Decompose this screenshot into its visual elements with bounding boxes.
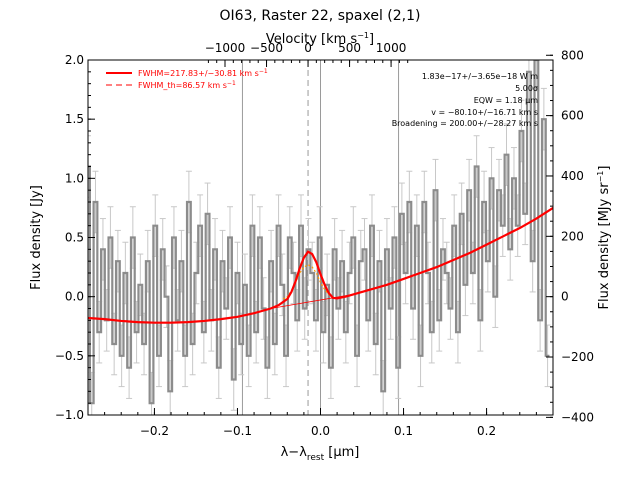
right-tick-label: 600 (561, 109, 584, 123)
x-tick-label: 0.2 (477, 424, 496, 438)
y-tick-label: −1.0 (55, 408, 84, 422)
top-axis-label-sup: −1 (357, 31, 369, 40)
x-axis-label-unit: [μm] (324, 445, 359, 460)
series-fit (88, 206, 553, 324)
top-axis-label-post: ] (369, 32, 374, 47)
y-axis-label-right: Flux density [MJy sr−1] (596, 166, 612, 310)
annotation-eqw-value: = 1.18 μm (493, 96, 538, 105)
x-tick-label: −0.1 (223, 424, 252, 438)
y-axis-label-left: Flux density [Jy] (29, 185, 44, 290)
annotation-velocity: v = −80.10+/−16.71 km s (431, 108, 538, 117)
right-tick-label: 0 (561, 290, 569, 304)
legend-label-0: FWHM=217.83+/−30.81 km s−1 (138, 68, 268, 78)
y-tick-label: 2.0 (65, 53, 84, 67)
x-axis-label: λ−λrest [μm] (281, 445, 360, 463)
x-axis-label-sub: rest (307, 453, 325, 463)
y-axis-label-right-pre: Flux density [MJy sr (597, 182, 612, 310)
y-tick-label: 1.5 (65, 112, 84, 126)
legend-text-0: FWHM=217.83+/−30.81 km s (138, 69, 259, 78)
labels: −0.2 −0.1 0.0 0.1 0.2 −1.0 −0.5 0.0 0.5 1.0 1.5 2.0… (29, 8, 612, 463)
top-tick-label: 500 (338, 41, 361, 55)
top-tick-label: −500 (250, 41, 283, 55)
x-tick-label: −0.2 (140, 424, 169, 438)
clipped-series (88, 60, 553, 415)
y-tick-label: −0.5 (55, 349, 84, 363)
top-tick-label: 0 (304, 41, 312, 55)
right-tick-label: 800 (561, 48, 584, 62)
legend-sup-1: −1 (227, 80, 236, 87)
top-tick-label: −1000 (205, 41, 246, 55)
y-tick-label: 0.0 (65, 290, 84, 304)
annotation-broadening: Broadening = 200.00+/−28.27 km s (392, 119, 538, 128)
y-tick-label: 1.0 (65, 171, 84, 185)
x-axis-label-main: λ−λ (281, 445, 308, 460)
y-axis-label-right-post: ] (597, 166, 612, 171)
data-histogram (88, 60, 550, 405)
axes (87, 54, 554, 418)
plot-area (88, 60, 553, 415)
x-tick-label: 0.0 (311, 424, 330, 438)
right-tick-label: 200 (561, 229, 584, 243)
x-tick-label: 0.1 (394, 424, 413, 438)
annotation-eqw: EQW = 1.18 μm (474, 96, 539, 105)
annotation-sigma: 5.00σ (515, 84, 538, 93)
right-tick-label: −400 (561, 410, 594, 424)
chart-title: OI63, Raster 22, spaxel (2,1) (220, 8, 421, 24)
legend-text-1: FWHM_th=86.57 km s (138, 81, 227, 90)
right-tick-label: 400 (561, 169, 584, 183)
y-tick-label: 0.5 (65, 231, 84, 245)
fit-baseline (270, 293, 354, 309)
top-tick-label: 1000 (376, 41, 407, 55)
y-axis-label-right-sup: −1 (596, 171, 605, 183)
legend-sup-0: −1 (259, 68, 268, 75)
top-axis-label: Velocity [km s−1] (266, 31, 374, 47)
legend-label-1: FWHM_th=86.57 km s−1 (138, 80, 236, 90)
annotation-flux: 1.83e−17+/−3.65e−18 W m (422, 72, 538, 81)
top-axis-label-text: Velocity [km s (266, 32, 358, 47)
right-tick-label: −200 (561, 350, 594, 364)
annotation-flux-text: 1.83e−17+/−3.65e−18 W m (422, 72, 538, 81)
annotation-eqw-label: EQW (474, 96, 493, 105)
